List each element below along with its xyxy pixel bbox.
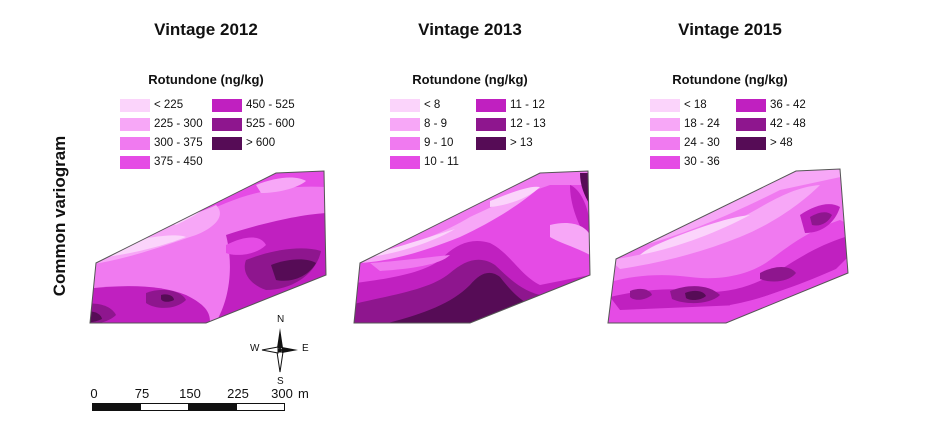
legend-label: 11 - 12 <box>510 99 545 111</box>
rotundone-map-2015 <box>607 168 849 324</box>
legend-item: 12 - 13 <box>476 117 546 133</box>
legend-item: 36 - 42 <box>736 98 806 114</box>
legend-swatch <box>650 117 680 131</box>
legend-title: Rotundone (ng/kg) <box>412 72 528 87</box>
legend-item: 11 - 12 <box>476 98 545 114</box>
legend-item: 375 - 450 <box>120 155 203 171</box>
legend-item: < 8 <box>390 98 440 114</box>
legend: < 225 225 - 300 300 - 375 375 - 450 450 … <box>76 96 336 176</box>
legend-swatch <box>476 136 506 150</box>
legend-swatch <box>736 98 766 112</box>
legend-item: 24 - 30 <box>650 136 720 152</box>
legend-label: 375 - 450 <box>154 156 203 168</box>
legend-item: < 225 <box>120 98 183 114</box>
rotundone-map-2012 <box>89 170 327 324</box>
compass-icon: N S W E <box>250 314 310 387</box>
compass-n: N <box>277 314 285 325</box>
legend-swatch <box>120 155 150 169</box>
legend-swatch <box>120 117 150 131</box>
legend-label: 9 - 10 <box>424 137 454 149</box>
legend-label: 30 - 36 <box>684 156 720 168</box>
rotundone-map-2013 <box>353 170 591 324</box>
scale-tick: 225 <box>227 386 249 401</box>
legend-label: < 8 <box>424 99 441 111</box>
row-label: Common variogram <box>50 135 69 297</box>
legend-item: 9 - 10 <box>390 136 453 152</box>
legend-item: > 600 <box>212 136 275 152</box>
legend-item: > 13 <box>476 136 533 152</box>
legend-swatch <box>120 136 150 150</box>
legend-swatch <box>120 98 150 112</box>
legend-swatch <box>476 117 506 131</box>
legend-swatch <box>476 98 506 112</box>
panel-2013: Vintage 2013 Rotundone (ng/kg) < 8 8 - 9… <box>340 0 600 340</box>
legend-swatch <box>736 136 766 150</box>
legend-label: 450 - 525 <box>246 99 295 111</box>
legend-label: 525 - 600 <box>246 118 295 130</box>
scale-tick: 300 <box>271 386 293 401</box>
legend-swatch <box>650 98 680 112</box>
legend-label: > 600 <box>246 137 276 149</box>
scale-tick: 150 <box>179 386 201 401</box>
legend-item: < 18 <box>650 98 707 114</box>
legend-swatch <box>390 136 420 150</box>
compass-e: E <box>302 343 309 354</box>
legend-swatch <box>390 155 420 169</box>
legend-label: 300 - 375 <box>154 137 203 149</box>
legend-label: > 48 <box>770 137 793 149</box>
legend-label: 36 - 42 <box>770 99 806 111</box>
legend: < 18 18 - 24 24 - 30 30 - 36 36 - 42 42 … <box>600 96 860 176</box>
legend-swatch <box>650 155 680 169</box>
legend-title: Rotundone (ng/kg) <box>672 72 788 87</box>
panel-title: Vintage 2012 <box>154 20 258 39</box>
legend-label: 8 - 9 <box>424 118 448 130</box>
legend-item: 30 - 36 <box>650 155 720 171</box>
legend-item: > 48 <box>736 136 793 152</box>
legend-item: 450 - 525 <box>212 98 295 114</box>
compass-s: S <box>277 376 284 387</box>
panel-title: Vintage 2015 <box>678 20 782 39</box>
scale-tick: 75 <box>134 386 150 401</box>
legend-swatch <box>736 117 766 131</box>
legend-swatch <box>212 117 242 131</box>
legend-item: 8 - 9 <box>390 117 447 133</box>
legend-item: 225 - 300 <box>120 117 203 133</box>
scale-unit: m <box>298 386 309 401</box>
legend-item: 42 - 48 <box>736 117 806 133</box>
legend-swatch <box>212 98 242 112</box>
legend-label: 12 - 13 <box>510 118 546 130</box>
panel-2015: Vintage 2015 Rotundone (ng/kg) < 18 18 -… <box>600 0 860 340</box>
panel-title: Vintage 2013 <box>418 20 522 39</box>
scale-bar-graphic <box>92 403 285 411</box>
legend-label: < 225 <box>154 99 184 111</box>
scale-tick: 0 <box>90 386 98 401</box>
legend-label: 18 - 24 <box>684 118 720 130</box>
legend-item: 300 - 375 <box>120 136 203 152</box>
legend-swatch <box>390 98 420 112</box>
legend-swatch <box>212 136 242 150</box>
legend-label: < 18 <box>684 99 707 111</box>
legend-swatch <box>390 117 420 131</box>
legend: < 8 8 - 9 9 - 10 10 - 11 11 - 12 12 - 13… <box>340 96 600 176</box>
legend-label: 225 - 300 <box>154 118 203 130</box>
legend-label: > 13 <box>510 137 533 149</box>
legend-swatch <box>650 136 680 150</box>
compass-w: W <box>250 343 260 354</box>
legend-label: 24 - 30 <box>684 137 720 149</box>
legend-item: 10 - 11 <box>390 155 459 171</box>
panel-2012: Vintage 2012 Rotundone (ng/kg) < 225 225… <box>76 0 336 340</box>
legend-title: Rotundone (ng/kg) <box>148 72 264 87</box>
legend-label: 42 - 48 <box>770 118 806 130</box>
legend-item: 18 - 24 <box>650 117 720 133</box>
legend-label: 10 - 11 <box>424 156 459 168</box>
compass-rose-icon <box>261 328 298 373</box>
legend-item: 525 - 600 <box>212 117 295 133</box>
